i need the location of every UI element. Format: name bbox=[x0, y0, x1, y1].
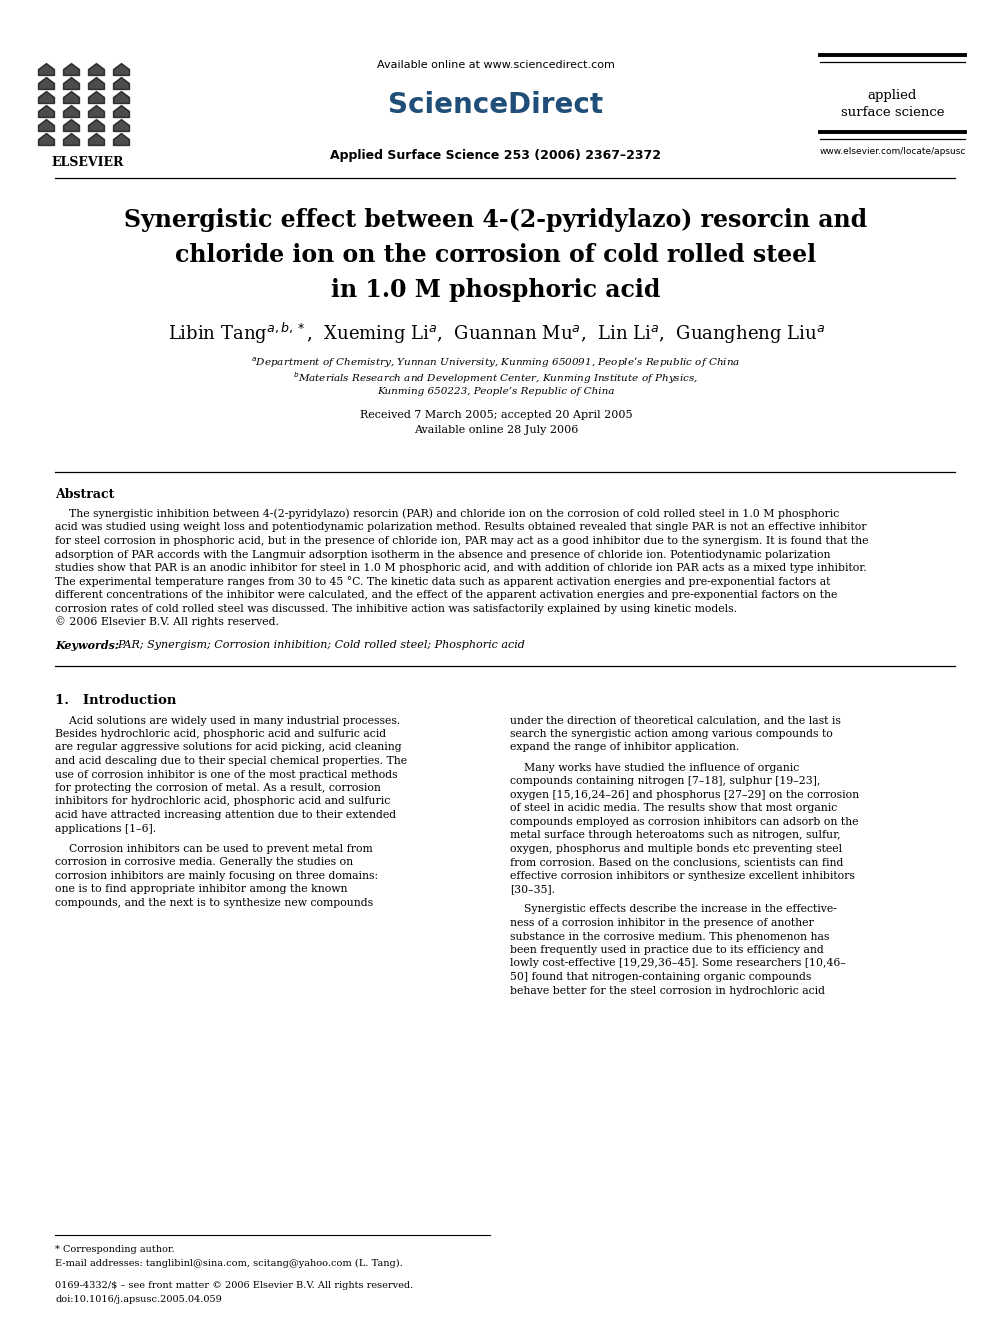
Text: applied: applied bbox=[868, 89, 918, 102]
Text: chloride ion on the corrosion of cold rolled steel: chloride ion on the corrosion of cold ro… bbox=[176, 243, 816, 267]
Text: compounds containing nitrogen [7–18], sulphur [19–23],: compounds containing nitrogen [7–18], su… bbox=[510, 777, 820, 786]
Text: * Corresponding author.: * Corresponding author. bbox=[55, 1245, 175, 1254]
Text: Available online 28 July 2006: Available online 28 July 2006 bbox=[414, 425, 578, 435]
Text: oxygen, phosphorus and multiple bonds etc preventing steel: oxygen, phosphorus and multiple bonds et… bbox=[510, 844, 842, 853]
Text: ness of a corrosion inhibitor in the presence of another: ness of a corrosion inhibitor in the pre… bbox=[510, 918, 813, 927]
Text: corrosion rates of cold rolled steel was discussed. The inhibitive action was sa: corrosion rates of cold rolled steel was… bbox=[55, 603, 737, 614]
Text: $^{b}$Materials Research and Development Center, Kunming Institute of Physics,: $^{b}$Materials Research and Development… bbox=[294, 370, 698, 386]
Text: www.elsevier.com/locate/apsusc: www.elsevier.com/locate/apsusc bbox=[819, 147, 965, 156]
Text: Abstract: Abstract bbox=[55, 487, 114, 500]
Text: doi:10.1016/j.apsusc.2005.04.059: doi:10.1016/j.apsusc.2005.04.059 bbox=[55, 1295, 222, 1304]
Text: inhibitors for hydrochloric acid, phosphoric acid and sulfuric: inhibitors for hydrochloric acid, phosph… bbox=[55, 796, 390, 807]
Text: E-mail addresses: tanglibinl@sina.com, scitang@yahoo.com (L. Tang).: E-mail addresses: tanglibinl@sina.com, s… bbox=[55, 1258, 403, 1267]
Text: surface science: surface science bbox=[841, 106, 944, 119]
Text: [30–35].: [30–35]. bbox=[510, 884, 555, 894]
Text: are regular aggressive solutions for acid picking, acid cleaning: are regular aggressive solutions for aci… bbox=[55, 742, 402, 753]
Text: metal surface through heteroatoms such as nitrogen, sulfur,: metal surface through heteroatoms such a… bbox=[510, 831, 840, 840]
Text: Acid solutions are widely used in many industrial processes.: Acid solutions are widely used in many i… bbox=[55, 716, 400, 725]
Text: substance in the corrosive medium. This phenomenon has: substance in the corrosive medium. This … bbox=[510, 931, 829, 942]
Text: Keywords:: Keywords: bbox=[55, 640, 127, 651]
Text: one is to find appropriate inhibitor among the known: one is to find appropriate inhibitor amo… bbox=[55, 884, 347, 894]
Text: use of corrosion inhibitor is one of the most practical methods: use of corrosion inhibitor is one of the… bbox=[55, 770, 398, 779]
Text: studies show that PAR is an anodic inhibitor for steel in 1.0 M phosphoric acid,: studies show that PAR is an anodic inhib… bbox=[55, 564, 867, 573]
Text: The experimental temperature ranges from 30 to 45 °C. The kinetic data such as a: The experimental temperature ranges from… bbox=[55, 576, 830, 587]
Text: compounds employed as corrosion inhibitors can adsorb on the: compounds employed as corrosion inhibito… bbox=[510, 816, 858, 827]
Text: Kunming 650223, People’s Republic of China: Kunming 650223, People’s Republic of Chi… bbox=[377, 388, 615, 397]
Text: under the direction of theoretical calculation, and the last is: under the direction of theoretical calcu… bbox=[510, 716, 841, 725]
Text: corrosion inhibitors are mainly focusing on three domains:: corrosion inhibitors are mainly focusing… bbox=[55, 871, 378, 881]
Text: lowly cost-effective [19,29,36–45]. Some researchers [10,46–: lowly cost-effective [19,29,36–45]. Some… bbox=[510, 958, 846, 968]
Text: in 1.0 M phosphoric acid: in 1.0 M phosphoric acid bbox=[331, 278, 661, 302]
Text: from corrosion. Based on the conclusions, scientists can find: from corrosion. Based on the conclusions… bbox=[510, 857, 843, 868]
Text: and acid descaling due to their special chemical properties. The: and acid descaling due to their special … bbox=[55, 755, 407, 766]
Text: The synergistic inhibition between 4-(2-pyridylazo) resorcin (PAR) and chloride : The synergistic inhibition between 4-(2-… bbox=[55, 509, 839, 520]
Text: Synergistic effect between 4-(2-pyridylazo) resorcin and: Synergistic effect between 4-(2-pyridyla… bbox=[124, 208, 868, 232]
Text: $^{a}$Department of Chemistry, Yunnan University, Kunming 650091, People’s Repub: $^{a}$Department of Chemistry, Yunnan Un… bbox=[251, 356, 741, 370]
Text: Synergistic effects describe the increase in the effective-: Synergistic effects describe the increas… bbox=[510, 905, 837, 914]
Text: Available online at www.sciencedirect.com: Available online at www.sciencedirect.co… bbox=[377, 60, 615, 70]
Text: compounds, and the next is to synthesize new compounds: compounds, and the next is to synthesize… bbox=[55, 898, 373, 908]
Text: Libin Tang$^{a,b,*}$,  Xueming Li$^{a}$,  Guannan Mu$^{a}$,  Lin Li$^{a}$,  Guan: Libin Tang$^{a,b,*}$, Xueming Li$^{a}$, … bbox=[168, 320, 824, 345]
Text: © 2006 Elsevier B.V. All rights reserved.: © 2006 Elsevier B.V. All rights reserved… bbox=[55, 617, 279, 627]
Text: been frequently used in practice due to its efficiency and: been frequently used in practice due to … bbox=[510, 945, 823, 955]
Text: corrosion in corrosive media. Generally the studies on: corrosion in corrosive media. Generally … bbox=[55, 857, 353, 868]
Text: expand the range of inhibitor application.: expand the range of inhibitor applicatio… bbox=[510, 742, 739, 753]
Text: for steel corrosion in phosphoric acid, but in the presence of chloride ion, PAR: for steel corrosion in phosphoric acid, … bbox=[55, 536, 869, 546]
Text: Received 7 March 2005; accepted 20 April 2005: Received 7 March 2005; accepted 20 April… bbox=[360, 410, 632, 419]
Text: 1.   Introduction: 1. Introduction bbox=[55, 695, 177, 706]
Text: 50] found that nitrogen-containing organic compounds: 50] found that nitrogen-containing organ… bbox=[510, 972, 811, 982]
Text: ScienceDirect: ScienceDirect bbox=[389, 91, 603, 119]
Text: of steel in acidic media. The results show that most organic: of steel in acidic media. The results sh… bbox=[510, 803, 837, 814]
Text: for protecting the corrosion of metal. As a result, corrosion: for protecting the corrosion of metal. A… bbox=[55, 783, 381, 792]
Text: ELSEVIER: ELSEVIER bbox=[52, 156, 124, 169]
Text: different concentrations of the inhibitor were calculated, and the effect of the: different concentrations of the inhibito… bbox=[55, 590, 837, 601]
Text: search the synergistic action among various compounds to: search the synergistic action among vari… bbox=[510, 729, 832, 740]
Text: Applied Surface Science 253 (2006) 2367–2372: Applied Surface Science 253 (2006) 2367–… bbox=[330, 148, 662, 161]
Text: behave better for the steel corrosion in hydrochloric acid: behave better for the steel corrosion in… bbox=[510, 986, 825, 995]
Text: acid have attracted increasing attention due to their extended: acid have attracted increasing attention… bbox=[55, 810, 396, 820]
Text: Besides hydrochloric acid, phosphoric acid and sulfuric acid: Besides hydrochloric acid, phosphoric ac… bbox=[55, 729, 386, 740]
Text: acid was studied using weight loss and potentiodynamic polarization method. Resu: acid was studied using weight loss and p… bbox=[55, 523, 866, 532]
Text: adsorption of PAR accords with the Langmuir adsorption isotherm in the absence a: adsorption of PAR accords with the Langm… bbox=[55, 549, 830, 560]
Text: effective corrosion inhibitors or synthesize excellent inhibitors: effective corrosion inhibitors or synthe… bbox=[510, 871, 855, 881]
Text: applications [1–6].: applications [1–6]. bbox=[55, 823, 156, 833]
Text: 0169-4332/$ – see front matter © 2006 Elsevier B.V. All rights reserved.: 0169-4332/$ – see front matter © 2006 El… bbox=[55, 1282, 414, 1290]
Text: oxygen [15,16,24–26] and phosphorus [27–29] on the corrosion: oxygen [15,16,24–26] and phosphorus [27–… bbox=[510, 790, 859, 799]
Text: Many works have studied the influence of organic: Many works have studied the influence of… bbox=[510, 763, 800, 773]
Text: PAR; Synergism; Corrosion inhibition; Cold rolled steel; Phosphoric acid: PAR; Synergism; Corrosion inhibition; Co… bbox=[117, 640, 525, 651]
Text: Corrosion inhibitors can be used to prevent metal from: Corrosion inhibitors can be used to prev… bbox=[55, 844, 373, 853]
